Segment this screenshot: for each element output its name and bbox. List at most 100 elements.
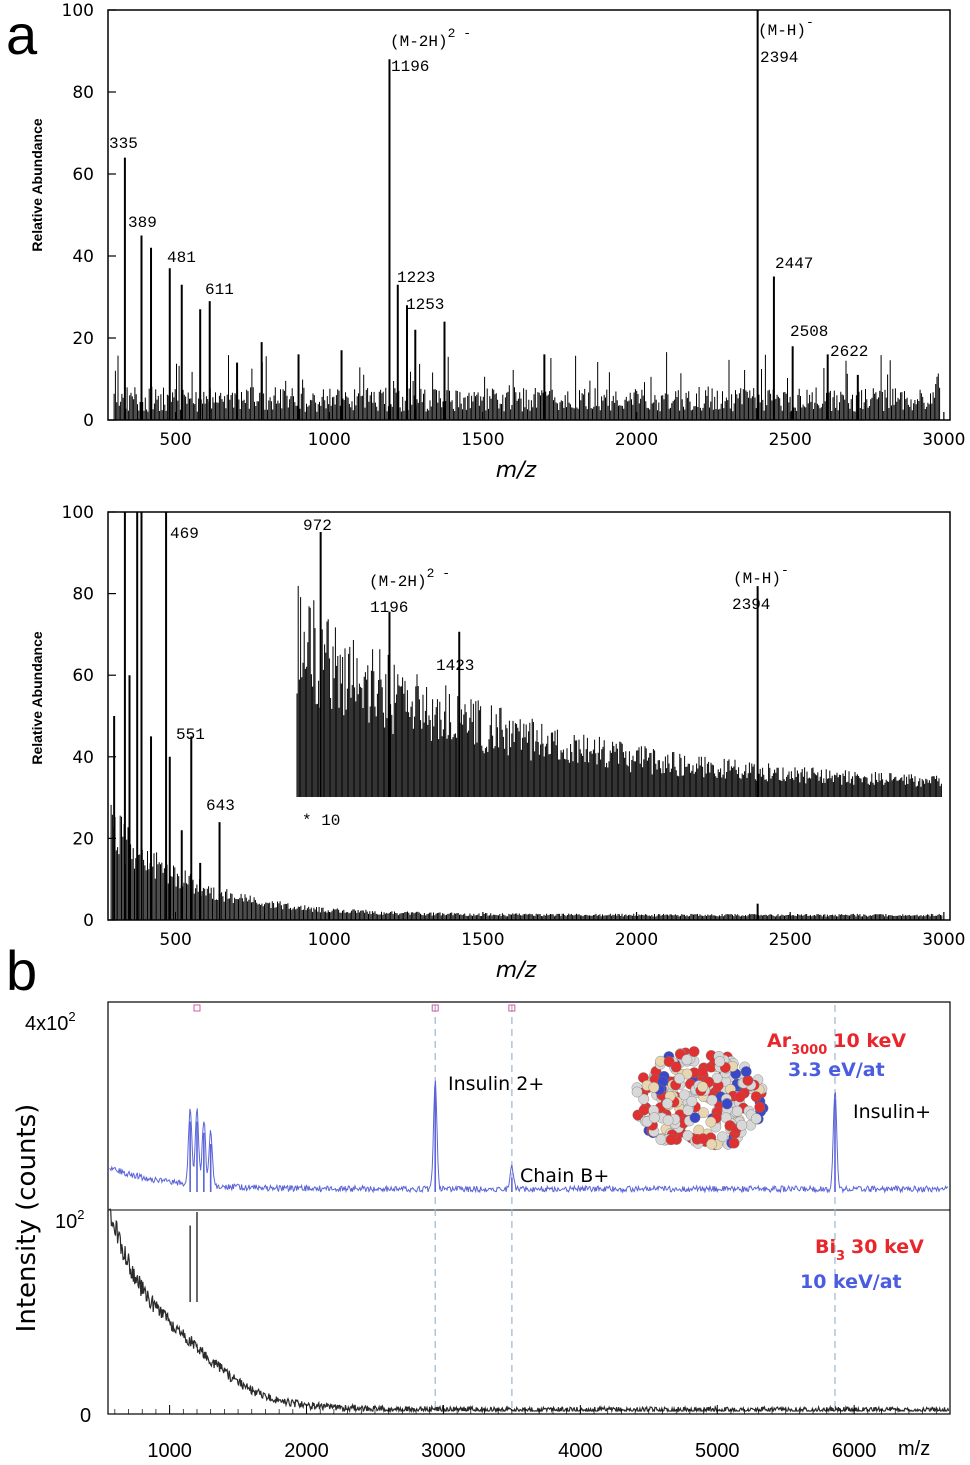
- a1-y-ticks: 0 20 40 60 80 100: [62, 1, 116, 431]
- atom-sphere: [697, 1133, 709, 1145]
- a1-label-mh-text: (M-H): [758, 22, 806, 40]
- a1-label-mh-charge: -: [806, 15, 814, 30]
- a2-label-mh-text: (M-H): [733, 570, 781, 588]
- a1-label-m2h-text: (M-2H): [390, 33, 448, 51]
- atom-sphere: [706, 1138, 717, 1150]
- atom-sphere: [682, 1130, 694, 1141]
- x-tick-label: 3000: [922, 430, 965, 450]
- y-tick-label: 80: [72, 585, 94, 605]
- y-tick-label: 20: [72, 829, 94, 849]
- chart-a1: 0 20 40 60 80 100 500 1000 1500 2000 2500 3000 Rel…: [29, 1, 965, 483]
- x-tick-label: 2000: [615, 930, 658, 950]
- atom-sphere: [638, 1104, 650, 1116]
- a2-label-m2h-ion: (M-2H)2 -: [369, 566, 450, 591]
- atom-sphere: [714, 1056, 726, 1067]
- x-tick-label: 3000: [922, 930, 965, 950]
- a2-label-469: 469: [170, 525, 199, 543]
- a1-label-481: 481: [167, 249, 196, 267]
- b-ytick-mid-base: 10: [55, 1211, 77, 1233]
- a2-y-axis-label: Relative Abundance: [29, 631, 45, 765]
- marker-tick: [508, 1004, 516, 1012]
- y-tick-label: 80: [72, 83, 94, 103]
- a1-label-1253: 1253: [406, 296, 444, 314]
- a1-y-axis-label: Relative Abundance: [29, 118, 45, 252]
- b-label-insulin-plus: Insulin+: [853, 1101, 931, 1123]
- ar-species: Ar: [767, 1030, 792, 1052]
- y-tick-label: 0: [83, 911, 94, 931]
- y-tick-label: 20: [72, 329, 94, 349]
- ar-energy: 10 keV: [833, 1030, 906, 1052]
- y-tick-label: 0: [83, 411, 94, 431]
- ar-subscript: 3000: [791, 1043, 827, 1058]
- y-tick-label: 60: [72, 165, 94, 185]
- a1-peak-series: [123, 10, 859, 420]
- x-tick-label: 2500: [769, 430, 812, 450]
- atom-sphere: [649, 1112, 660, 1124]
- a1-label-2447: 2447: [775, 255, 813, 273]
- a1-x-ticks: 500 1000 1500 2000 2500 3000: [159, 412, 965, 450]
- y-tick-label: 100: [62, 503, 94, 523]
- atom-sphere: [679, 1089, 690, 1101]
- x-tick-label: 500: [159, 430, 191, 450]
- atom-sphere: [688, 1046, 700, 1058]
- a1-label-m2h-charge: 2 -: [448, 26, 471, 41]
- atom-sphere: [670, 1061, 682, 1073]
- atom-sphere: [655, 1134, 667, 1145]
- atom-sphere: [731, 1105, 743, 1117]
- x-tick-label: 5000: [695, 1440, 740, 1462]
- a1-x-axis-label: m/z: [496, 458, 537, 483]
- a1-label-335: 335: [109, 135, 138, 153]
- a2-x-ticks: 500 1000 1500 2000 2500 3000: [159, 912, 965, 950]
- inset-trace-path: [296, 585, 942, 797]
- atom-sphere: [681, 1054, 693, 1066]
- panel-label-a: a: [6, 3, 38, 66]
- atom-sphere: [638, 1093, 650, 1105]
- b-upper-trace: [109, 1080, 949, 1194]
- inset-scale-label: * 10: [302, 812, 340, 830]
- a2-label-m2h-charge: 2 -: [427, 566, 450, 581]
- bi-species: Bi: [815, 1236, 836, 1258]
- a2-label-m2h-text: (M-2H): [369, 573, 427, 591]
- atom-sphere: [662, 1098, 673, 1110]
- a1-label-m2h-ion: (M-2H)2 -: [390, 26, 471, 51]
- atom-sphere: [736, 1119, 748, 1131]
- y-tick-label: 100: [62, 1, 94, 21]
- x-tick-label: 1000: [308, 930, 351, 950]
- b-guide-lines: [434, 1005, 836, 1412]
- atom-sphere: [717, 1131, 728, 1143]
- atom-sphere: [734, 1091, 746, 1103]
- x-tick-label: 1500: [461, 430, 504, 450]
- a2-plot-frame: [107, 511, 951, 921]
- b-ytick-mid-exp: 2: [77, 1207, 84, 1222]
- chart-a2: 0 20 40 60 80 100 500 1000 1500 2000 2500 3000 Rel…: [29, 503, 965, 983]
- a2-inset-peak-series: [319, 531, 759, 797]
- b-ytick-top-base: 4x10: [25, 1013, 68, 1035]
- atom-sphere: [662, 1114, 674, 1126]
- atom-sphere: [706, 1094, 718, 1106]
- b-ion-ar-label: Ar3000 10 keV: [767, 1030, 906, 1058]
- b-ion-bi-label: Bi3 30 keV: [815, 1236, 924, 1264]
- b-label-chain-b: Chain B+: [520, 1165, 609, 1187]
- bi-per-atom: 10 keV/at: [800, 1271, 902, 1293]
- a1-label-2394: 2394: [760, 49, 798, 67]
- atom-sphere: [631, 1086, 643, 1098]
- a2-label-mh-charge: -: [781, 563, 789, 578]
- y-tick-label: 60: [72, 666, 94, 686]
- x-tick-label: 2500: [769, 930, 812, 950]
- panel-label-b: b: [6, 939, 37, 1002]
- atom-sphere: [665, 1134, 677, 1146]
- x-tick-label: 1000: [308, 430, 351, 450]
- marker-tick: [193, 1004, 201, 1012]
- atom-sphere: [689, 1112, 701, 1124]
- b-marker-ticks: [193, 1004, 516, 1012]
- a2-label-972: 972: [303, 517, 332, 535]
- upper-trace-line: [109, 1080, 949, 1194]
- atom-sphere: [698, 1107, 709, 1119]
- b-x-ticks: 1000 2000 3000 4000 5000 6000: [114, 1405, 951, 1462]
- a2-peak-series: [113, 512, 759, 920]
- atom-sphere: [686, 1095, 698, 1107]
- b-ytick-zero: 0: [80, 1405, 91, 1427]
- atom-sphere: [648, 1082, 660, 1093]
- marker-tick: [431, 1004, 439, 1012]
- a2-y-ticks: 0 20 40 60 80 100: [62, 503, 116, 931]
